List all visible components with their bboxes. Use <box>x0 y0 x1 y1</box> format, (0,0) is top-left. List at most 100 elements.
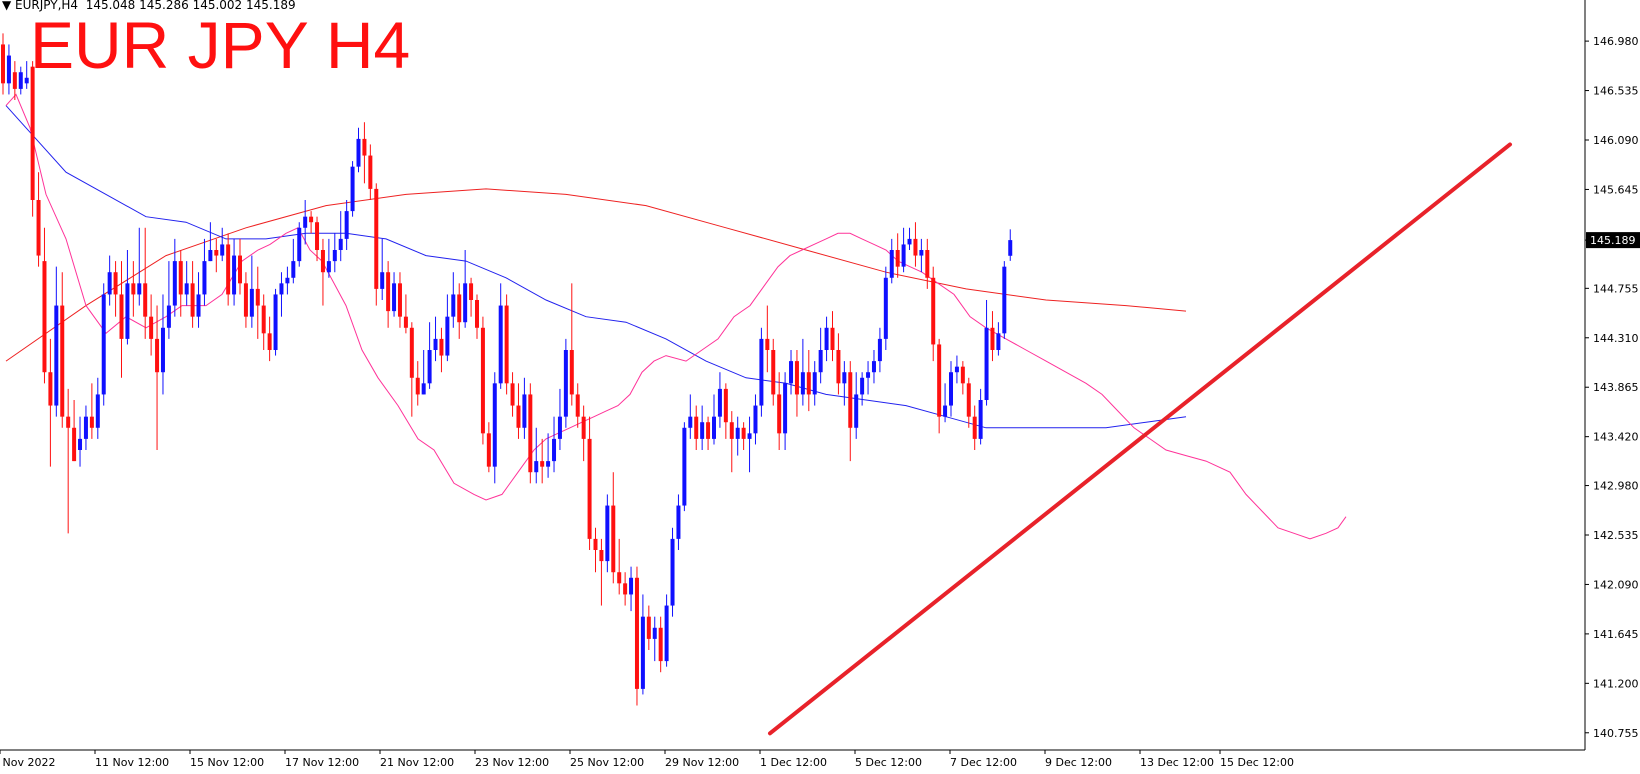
symbol-info-line: ▼ EURJPY,H4 145.048 145.286 145.002 145.… <box>2 0 296 12</box>
candle-body <box>706 422 711 439</box>
candle-body <box>848 372 853 428</box>
candle-body <box>990 327 995 350</box>
candle-body <box>919 250 924 256</box>
time-tick-label: 11 Nov 12:00 <box>95 756 169 769</box>
candle-body <box>735 427 740 439</box>
trendline-group[interactable] <box>768 142 1512 736</box>
candle-body <box>463 283 468 323</box>
candle-body <box>966 383 971 417</box>
candle-body <box>249 288 254 317</box>
candle-body <box>131 283 136 295</box>
price-tick-label: 141.645 <box>1593 628 1639 641</box>
candle-body <box>871 361 876 373</box>
candle-body <box>830 327 835 350</box>
candle-body <box>534 461 539 473</box>
candle-body <box>344 211 349 239</box>
candle-body <box>978 400 983 439</box>
time-tick-label: 15 Dec 12:00 <box>1220 756 1294 769</box>
candle-body <box>380 272 385 289</box>
candle-body <box>854 394 859 428</box>
candle-body <box>771 350 776 395</box>
candle-body <box>469 283 474 300</box>
candle-body <box>954 366 959 373</box>
support-trendline[interactable] <box>768 142 1512 736</box>
candle-body <box>338 238 343 250</box>
candle-body <box>332 250 337 262</box>
candle-body <box>540 461 545 467</box>
candle-body <box>149 316 154 339</box>
candle-body <box>824 327 829 350</box>
candle-body <box>486 433 491 467</box>
candle-body <box>599 550 604 562</box>
candle-body <box>480 327 485 434</box>
candle-body <box>694 416 699 439</box>
current-price-tag: 145.189 <box>1586 232 1640 249</box>
candle-body <box>777 394 782 434</box>
candle-body <box>125 283 130 339</box>
candle-body <box>243 283 248 317</box>
candle-body <box>297 227 302 262</box>
candle-body <box>717 388 722 417</box>
candle-body <box>563 350 568 417</box>
candle-body <box>190 283 195 317</box>
candle-body <box>392 283 397 312</box>
candle-body <box>901 244 906 267</box>
candle-body <box>587 438 592 539</box>
candle-body <box>729 422 734 439</box>
candle-body <box>943 405 948 417</box>
candle-body <box>789 361 794 384</box>
price-tick-label: 145.645 <box>1593 183 1639 196</box>
chart-watermark-title: EUR JPY H4 <box>30 8 411 82</box>
candle-body <box>445 316 450 356</box>
candle-body <box>30 66 35 201</box>
price-tick-label: 146.090 <box>1593 134 1639 147</box>
candle-body <box>409 327 414 378</box>
candle-body <box>504 305 509 384</box>
candle-body <box>937 344 942 417</box>
time-tick-label: 21 Nov 12:00 <box>380 756 454 769</box>
time-axis: 9 Nov 2022 11 Nov 12:00 15 Nov 12:00 17 Nov… <box>0 750 1294 769</box>
candle-body <box>113 272 118 295</box>
candle-body <box>196 294 201 317</box>
price-tick-label: 140.755 <box>1593 727 1639 740</box>
candle-body <box>575 394 580 417</box>
candle-body <box>427 350 432 384</box>
candle-body <box>1002 266 1007 334</box>
candle-body <box>72 427 77 462</box>
candle-body <box>143 283 148 317</box>
candle-body <box>95 394 100 428</box>
candle-body <box>451 294 456 317</box>
candle-body <box>362 138 367 156</box>
candle-body <box>960 366 965 384</box>
candle-body <box>475 300 479 328</box>
candle-body <box>877 338 882 362</box>
candle-body <box>812 372 817 395</box>
candle-body <box>261 305 266 334</box>
candle-body <box>670 538 675 606</box>
candle-body <box>119 294 124 339</box>
candle-body <box>516 405 521 428</box>
time-tick-label: 13 Dec 12:00 <box>1140 756 1214 769</box>
price-tick-label: 144.755 <box>1593 282 1639 295</box>
candle-body <box>593 538 598 550</box>
candle-body <box>836 350 841 384</box>
candle-body <box>386 272 391 312</box>
time-tick-label: 17 Nov 12:00 <box>285 756 359 769</box>
candle-body <box>238 255 242 284</box>
candle-body <box>214 250 219 256</box>
candle-body <box>646 616 651 639</box>
candle-body <box>350 166 355 212</box>
candle-body <box>581 416 586 439</box>
candle-body <box>291 261 296 278</box>
candle-body <box>166 305 171 328</box>
candle-body <box>457 294 462 323</box>
candle-body <box>984 327 989 400</box>
moving-averages <box>5 93 1347 540</box>
price-tag-label: 145.189 <box>1590 234 1636 247</box>
candle-body <box>806 372 811 395</box>
candle-body <box>688 416 693 428</box>
candle-body <box>267 333 272 350</box>
candle-body <box>640 616 645 689</box>
candle-body <box>996 333 1001 350</box>
